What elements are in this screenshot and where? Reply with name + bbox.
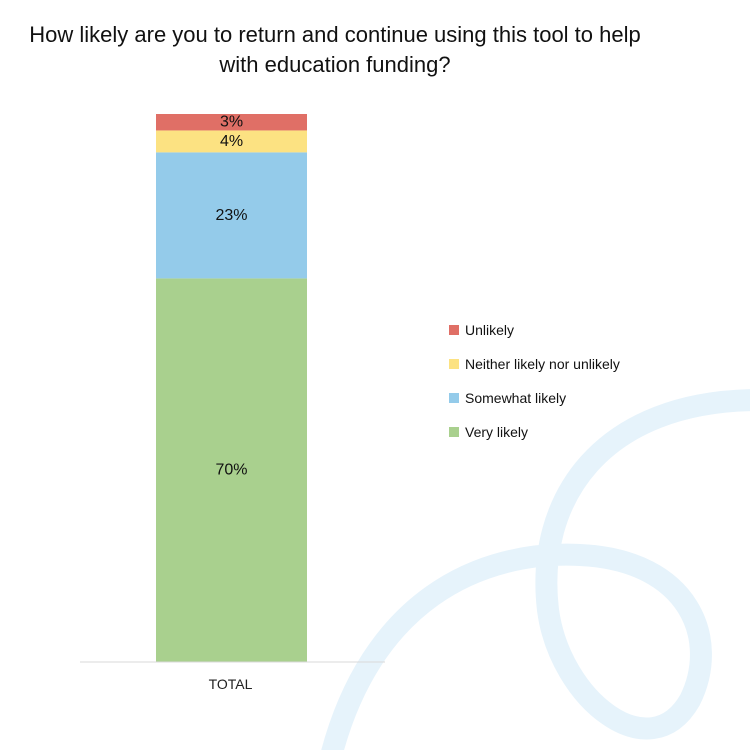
legend-item: Somewhat likely [449, 381, 620, 415]
bar-segments [156, 114, 307, 662]
data-label-unlikely: 3% [220, 114, 243, 131]
category-labels: TOTAL [209, 676, 253, 692]
legend-label: Somewhat likely [465, 390, 567, 406]
bar-segment-somewhat-likely [156, 152, 307, 279]
chart-title-line-1: How likely are you to return and continu… [29, 22, 641, 47]
data-label-somewhat-likely: 23% [215, 207, 247, 224]
legend-swatch [449, 325, 459, 335]
bar-segment-unlikely [156, 114, 307, 131]
legend-label: Neither likely nor unlikely [465, 356, 620, 372]
bar-segment-neither-likely-nor-unlikely [156, 130, 307, 153]
data-label-neither-likely-nor-unlikely: 4% [220, 133, 243, 150]
legend-item: Very likely [449, 415, 620, 449]
data-label-very-likely: 70% [215, 462, 247, 479]
legend-label: Unlikely [465, 322, 515, 338]
legend-swatch [449, 359, 459, 369]
chart-title-line-2: with education funding? [219, 52, 451, 77]
bar-segment-very-likely [156, 278, 307, 662]
legend-swatch [449, 427, 459, 437]
legend-item: Unlikely [449, 313, 620, 347]
legend-label: Very likely [465, 424, 529, 440]
legend: Unlikely Neither likely nor unlikely Somew… [449, 313, 620, 449]
category-label: TOTAL [209, 676, 253, 692]
chart-title: How likely are you to return and continu… [0, 20, 670, 80]
legend-item: Neither likely nor unlikely [449, 347, 620, 381]
swirl-curve [321, 389, 750, 750]
legend-swatch [449, 393, 459, 403]
data-labels: 70% 23% 4% 3% [215, 114, 247, 479]
